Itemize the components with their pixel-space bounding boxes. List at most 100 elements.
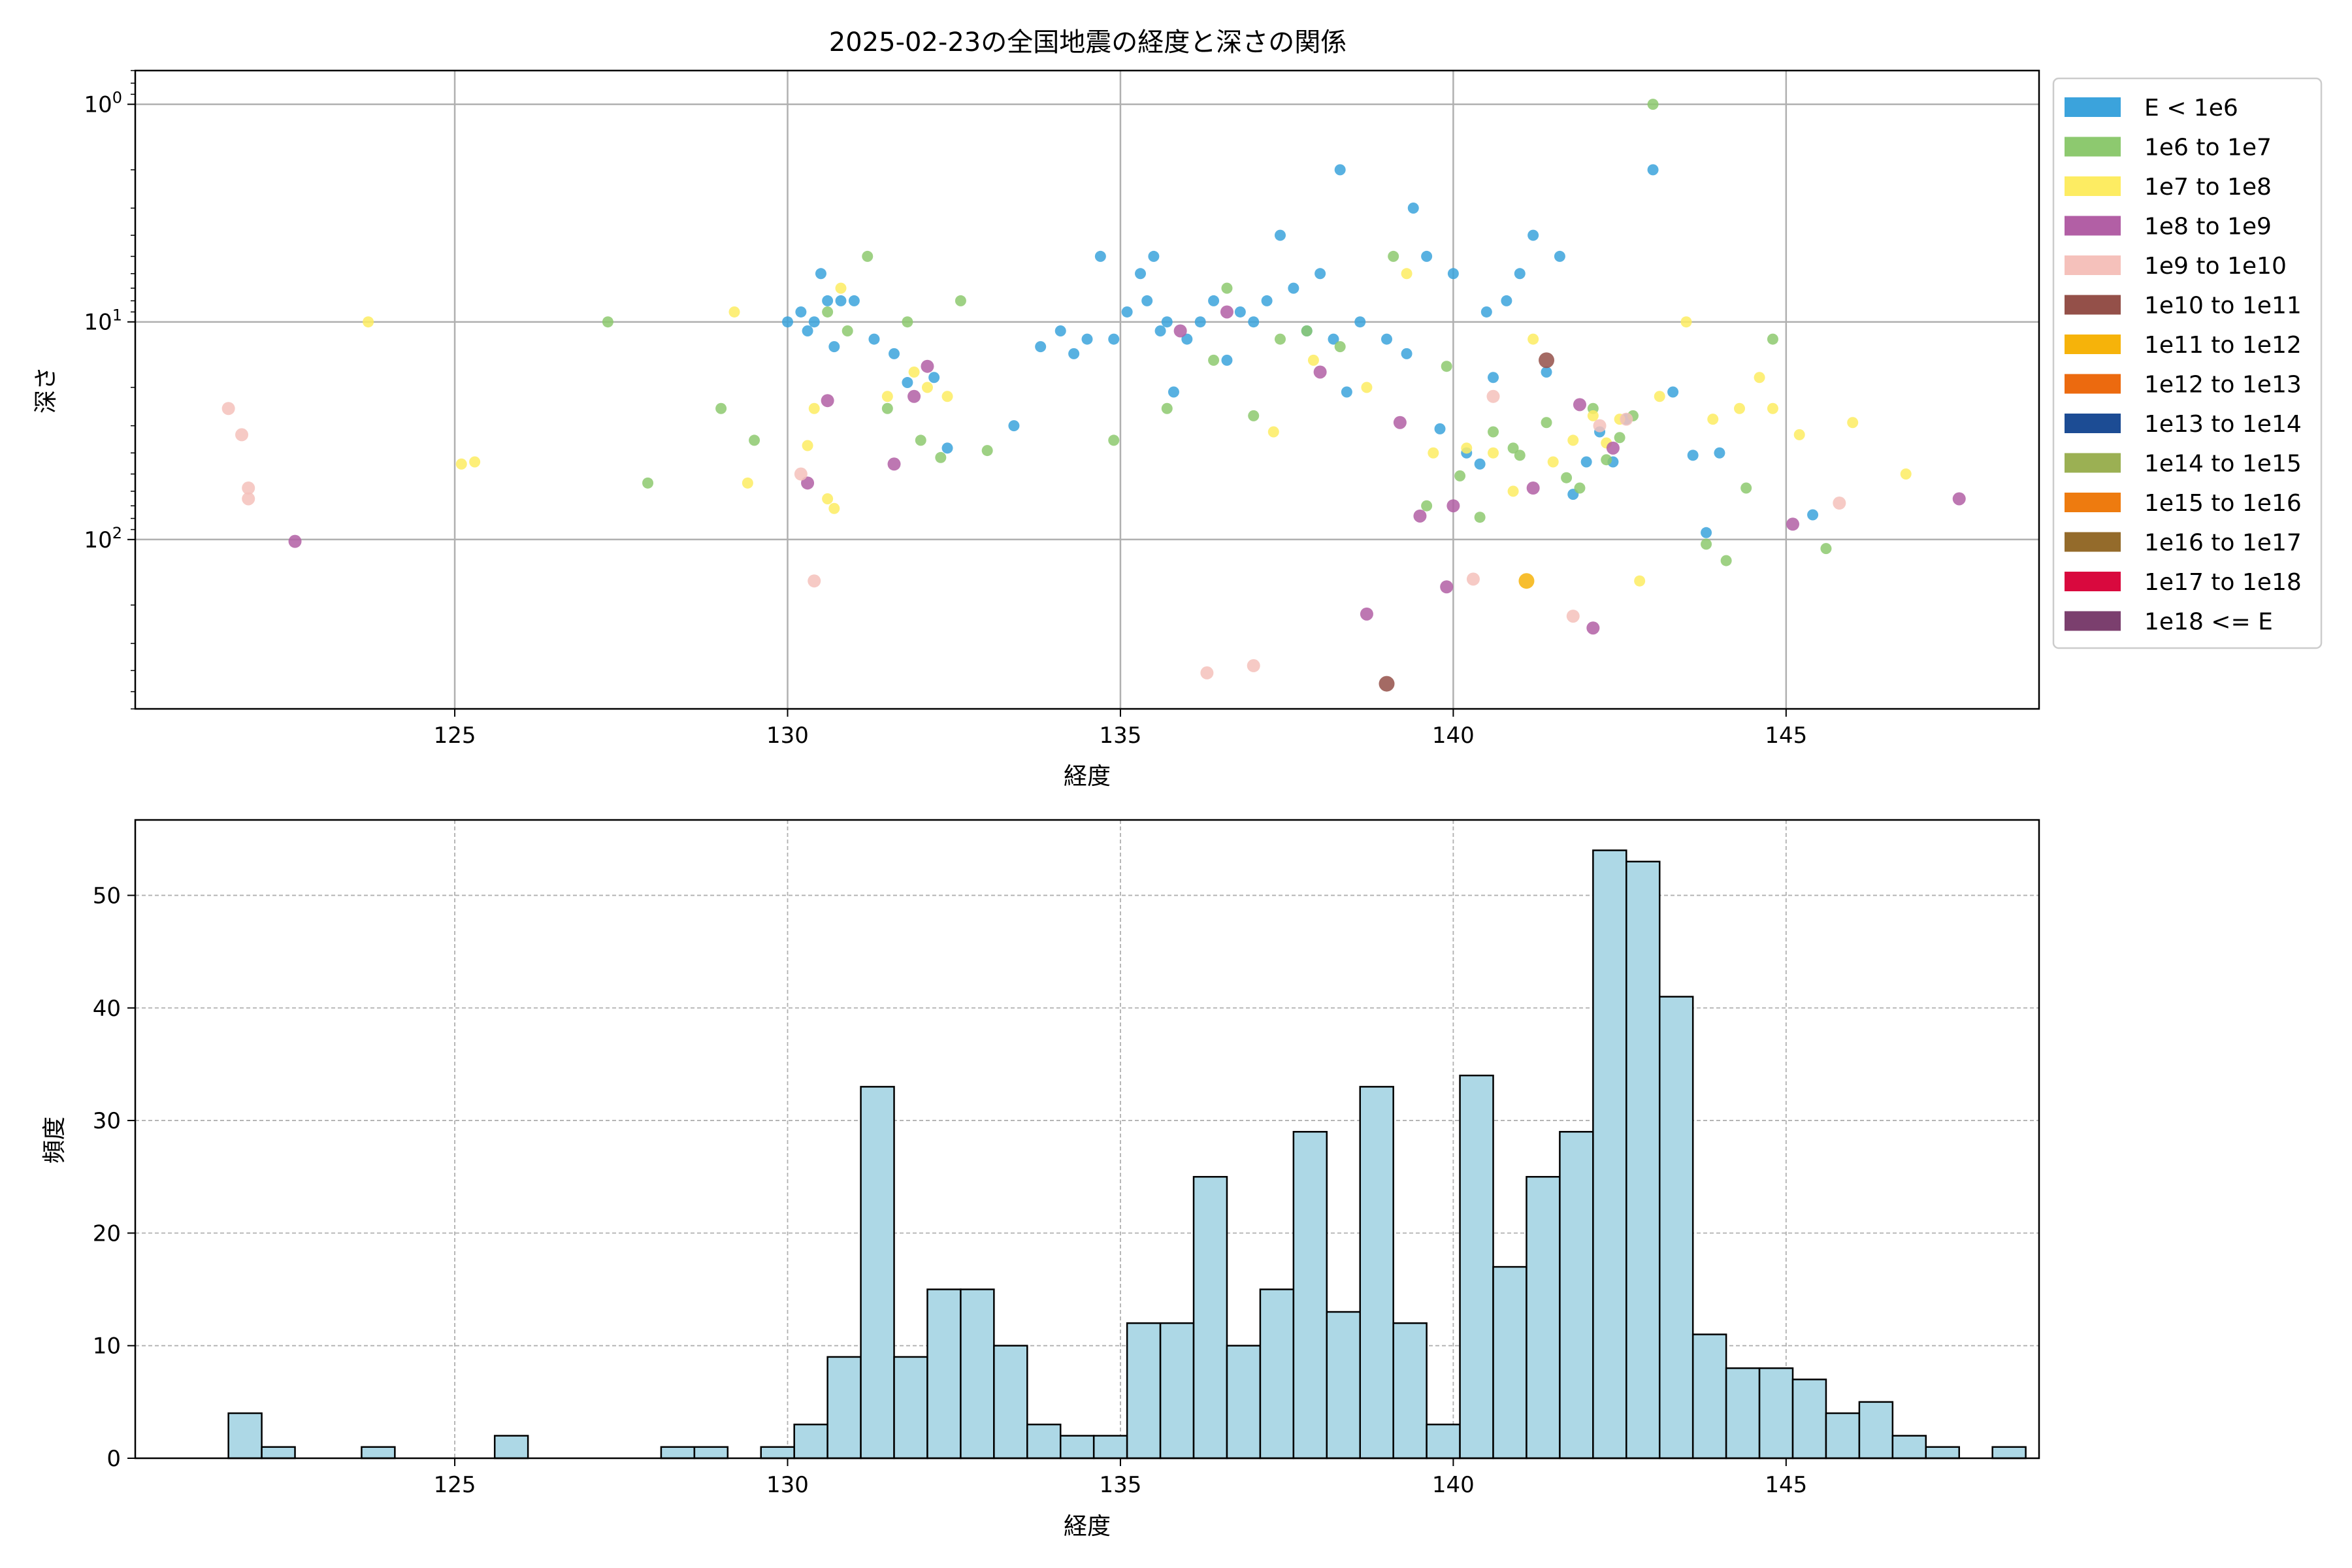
scatter-point: [1307, 354, 1319, 366]
scatter-point: [1221, 282, 1233, 294]
histogram-bar: [926, 1288, 962, 1460]
scatter-point: [1480, 306, 1492, 318]
histogram-bar: [1392, 1322, 1428, 1460]
scatter-y-tick-label: 101: [84, 306, 122, 336]
scatter-point: [1900, 468, 1912, 480]
scatter-point: [1847, 417, 1859, 429]
scatter-point: [1200, 666, 1214, 679]
histogram-bar: [1292, 1131, 1328, 1460]
scatter-point: [1820, 543, 1832, 555]
scatter-point: [821, 394, 834, 408]
scatter-point: [1701, 527, 1712, 538]
scatter-point: [1267, 426, 1279, 438]
scatter-point: [1181, 333, 1193, 345]
scatter-ticks: 125 130 135 140 145 100 101 102: [84, 70, 1807, 749]
histogram-bar: [826, 1356, 862, 1460]
scatter-x-tick-label: 145: [1765, 723, 1807, 749]
histogram-bar: [1159, 1322, 1195, 1460]
scatter-point: [1573, 398, 1586, 412]
scatter-point: [1593, 419, 1607, 433]
scatter-point: [915, 434, 926, 446]
histogram-bar: [1858, 1401, 1894, 1460]
scatter-point: [363, 316, 374, 328]
scatter-point: [1440, 580, 1454, 594]
scatter-point: [1466, 572, 1480, 586]
scatter-point: [941, 442, 953, 454]
histogram-bar: [1092, 1435, 1128, 1460]
scatter-point: [1068, 348, 1080, 359]
legend-label: 1e13 to 1e14: [2144, 411, 2302, 438]
histogram-bar: [1791, 1379, 1827, 1460]
scatter-point: [1008, 420, 1020, 432]
legend-label: 1e9 to 1e10: [2144, 253, 2287, 280]
scatter-point: [808, 316, 820, 328]
histogram-bar: [993, 1345, 1028, 1460]
histogram-bar: [1359, 1086, 1394, 1460]
scatter-point: [1328, 333, 1339, 345]
scatter-point: [1141, 295, 1153, 306]
histogram-bar: [793, 1424, 828, 1460]
histogram-bars: [227, 849, 2027, 1460]
scatter-point: [1541, 417, 1552, 429]
histogram-x-axis-label: 経度: [1064, 1513, 1111, 1540]
legend-swatch: [2065, 414, 2121, 433]
scatter-point: [1754, 372, 1765, 384]
histogram-bar: [1326, 1311, 1361, 1460]
scatter-point: [822, 493, 834, 504]
scatter-point: [1393, 416, 1407, 429]
scatter-point: [822, 306, 834, 318]
legend-swatch: [2065, 335, 2121, 354]
legend-swatch: [2065, 532, 2121, 552]
scatter-point: [1807, 509, 1819, 521]
legend-label: 1e11 to 1e12: [2144, 332, 2302, 359]
scatter-point: [1833, 497, 1846, 510]
scatter-x-tick-label: 135: [1099, 723, 1141, 749]
scatter-point: [749, 434, 760, 446]
scatter-point: [1714, 447, 1725, 459]
scatter-point: [1620, 412, 1633, 426]
histogram-bar: [1691, 1333, 1727, 1460]
histogram-ticks: 125 130 135 140 145 0 10 20 30 40 50: [93, 883, 1808, 1498]
scatter-point: [602, 316, 613, 328]
scatter-point: [808, 574, 821, 588]
scatter-point: [1081, 333, 1093, 345]
histogram-bar: [1891, 1435, 1927, 1460]
legend-label: 1e7 to 1e8: [2144, 174, 2272, 201]
histogram-x-tick-label: 140: [1432, 1472, 1475, 1498]
scatter-point: [1501, 295, 1512, 306]
legend-frame: [2052, 77, 2323, 649]
scatter-point: [469, 456, 481, 468]
scatter-point: [1220, 305, 1233, 319]
scatter-point: [1446, 499, 1460, 513]
scatter-point: [1786, 517, 1800, 531]
legend-swatch: [2065, 493, 2121, 512]
histogram-bar: [1226, 1345, 1262, 1460]
scatter-point: [1148, 250, 1160, 262]
scatter-point: [795, 306, 807, 318]
histogram-plot-frame: [134, 819, 2040, 1460]
scatter-point: [1341, 386, 1352, 398]
scatter-point: [815, 268, 826, 280]
scatter-point: [1135, 268, 1147, 280]
scatter-point: [835, 282, 847, 294]
scatter-point: [1507, 485, 1519, 497]
scatter-point: [802, 440, 813, 451]
scatter-point: [881, 391, 893, 402]
scatter-point: [907, 389, 921, 403]
scatter-point: [1315, 268, 1326, 280]
legend-swatch: [2065, 611, 2121, 631]
scatter-point: [1474, 458, 1486, 470]
scatter-point: [1334, 164, 1346, 176]
scatter-point: [1334, 341, 1346, 353]
histogram-bar: [1825, 1412, 1861, 1460]
histogram-y-axis-label: 頻度: [41, 1117, 68, 1164]
scatter-point: [1248, 410, 1260, 421]
scatter-point: [1401, 348, 1413, 359]
scatter-point: [1567, 434, 1579, 446]
histogram-bar: [760, 1446, 795, 1460]
histogram-bar: [1991, 1446, 2027, 1460]
scatter-point: [642, 477, 654, 489]
legend-label: E < 1e6: [2144, 95, 2238, 122]
histogram-bar: [227, 1412, 263, 1460]
scatter-point: [1634, 575, 1646, 587]
